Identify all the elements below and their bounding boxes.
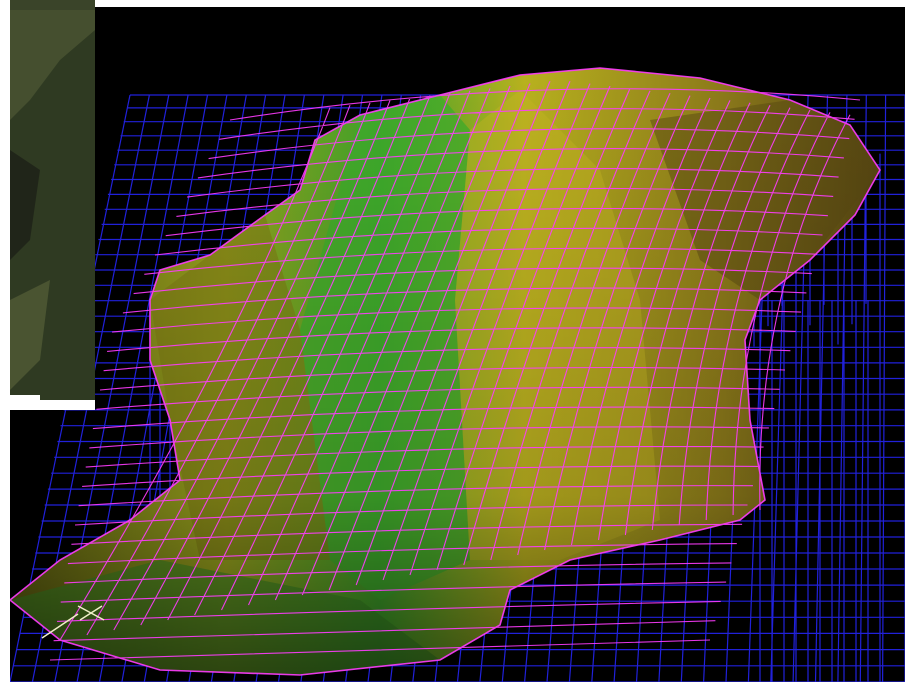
- top-frame: [0, 0, 905, 7]
- surface-wireframe-mesh: [8, 67, 881, 676]
- photo-inset: [0, 0, 95, 410]
- cursor-cross-icon: [41, 605, 105, 639]
